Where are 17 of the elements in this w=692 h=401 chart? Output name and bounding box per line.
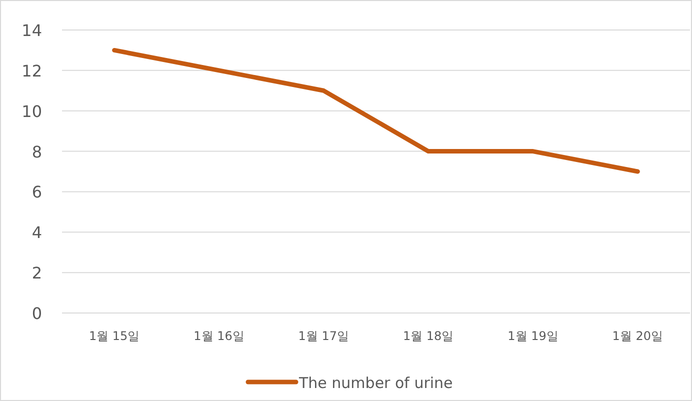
x-tick-label: 1월 15일 bbox=[88, 329, 140, 343]
x-tick-label: 1월 20일 bbox=[612, 329, 664, 343]
y-tick-label: 8 bbox=[32, 142, 42, 162]
y-tick-label: 2 bbox=[32, 264, 42, 283]
y-tick-label: 12 bbox=[22, 61, 42, 80]
y-tick-label: 0 bbox=[32, 304, 42, 323]
line-series bbox=[112, 48, 640, 174]
x-tick-label: 1월 16일 bbox=[194, 329, 244, 343]
legend-label: The number of urine bbox=[298, 374, 453, 392]
x-tick-label: 1월 19일 bbox=[508, 329, 558, 343]
y-tick-label: 14 bbox=[22, 21, 42, 40]
x-tick-label: 1월 17일 bbox=[298, 329, 350, 343]
y-tick-label: 4 bbox=[32, 223, 42, 242]
y-tick-label: 6 bbox=[32, 182, 42, 202]
y-tick-label: 10 bbox=[22, 102, 42, 121]
legend: The number of urine bbox=[246, 374, 453, 392]
x-tick-label: 1월 18일 bbox=[402, 329, 454, 343]
